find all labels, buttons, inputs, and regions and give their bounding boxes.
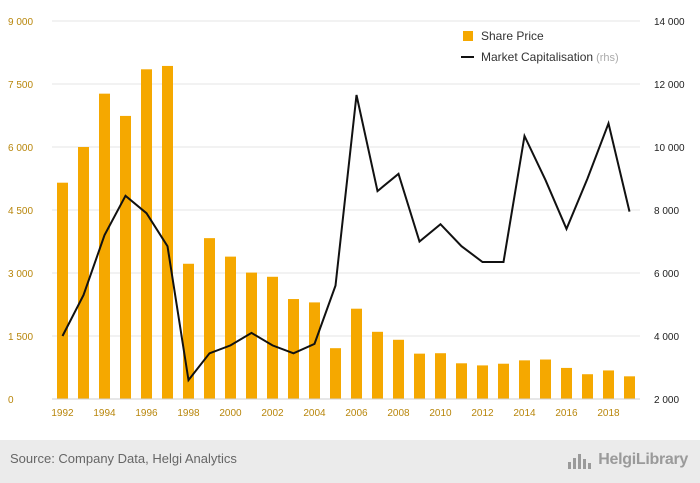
bar-share-price-2007 — [372, 331, 383, 399]
bar-share-price-1992 — [57, 182, 68, 399]
x-tick-label: 2014 — [513, 408, 536, 419]
y-right-tick-label: 4 000 — [654, 332, 679, 343]
bar-share-price-2004 — [309, 302, 320, 399]
x-tick-label: 2006 — [345, 408, 368, 419]
bar-share-price-2013 — [498, 363, 509, 399]
helgi-logo-icon — [568, 454, 592, 469]
bar-share-price-1995 — [120, 115, 131, 400]
y-left-tick-label: 7 500 — [8, 80, 33, 91]
bar-share-price-2016 — [561, 367, 572, 399]
legend-swatch-share-price — [463, 31, 473, 41]
bar-share-price-2018 — [603, 370, 614, 399]
legend-label-market-cap: Market Capitalisation (rhs) — [481, 50, 619, 64]
bar-share-price-2006 — [351, 308, 362, 399]
y-right-tick-label: 2 000 — [654, 395, 679, 406]
bar-share-price-1999 — [204, 238, 215, 399]
bar-share-price-2005 — [330, 348, 341, 399]
x-tick-label: 1998 — [177, 408, 200, 419]
bar-share-price-2014 — [519, 360, 530, 399]
footer: Source: Company Data, Helgi Analytics He… — [0, 440, 700, 483]
brand-name: HelgiLibrary — [598, 451, 688, 468]
x-tick-label: 2018 — [597, 408, 620, 419]
y-right-tick-label: 8 000 — [654, 206, 679, 217]
bar-share-price-2017 — [582, 374, 593, 399]
y-left-tick-label: 6 000 — [8, 143, 33, 154]
y-left-tick-label: 1 500 — [8, 332, 33, 343]
y-left-tick-label: 0 — [8, 395, 14, 406]
x-tick-label: 2016 — [555, 408, 578, 419]
y-left-tick-label: 4 500 — [8, 206, 33, 217]
chart-area: 0 1 500 3 000 4 500 6 000 7 500 9 000 2 000 4 00… — [0, 0, 700, 440]
bar-share-price-2000 — [225, 256, 236, 399]
bar-share-price-1998 — [183, 263, 194, 399]
brand-logo: HelgiLibrary — [566, 450, 688, 470]
bar-share-price-2009 — [414, 353, 425, 399]
source-note: Source: Company Data, Helgi Analytics — [10, 451, 237, 466]
bar-share-price-1996 — [141, 69, 152, 400]
legend-label-share-price: Share Price — [481, 29, 544, 43]
y-left-tick-label: 3 000 — [8, 269, 33, 280]
bar-share-price-2001 — [246, 272, 257, 399]
x-tick-label: 2004 — [303, 408, 326, 419]
y-right-tick-label: 12 000 — [654, 80, 685, 91]
combo-chart: 0 1 500 3 000 4 500 6 000 7 500 9 000 2 000 4 00… — [8, 17, 685, 419]
y-right-tick-label: 10 000 — [654, 143, 685, 154]
y-left-tick-label: 9 000 — [8, 17, 33, 28]
bar-share-price-1994 — [99, 93, 110, 399]
bar-share-price-2003 — [288, 299, 299, 399]
bar-share-price-2011 — [456, 363, 467, 399]
x-tick-label: 2010 — [429, 408, 452, 419]
x-tick-label: 1992 — [51, 408, 74, 419]
x-tick-label: 2012 — [471, 408, 494, 419]
bar-share-price-1993 — [78, 147, 89, 399]
y-right-tick-label: 6 000 — [654, 269, 679, 280]
legend: Share Price Market Capitalisation (rhs) — [461, 29, 619, 64]
x-tick-label: 2008 — [387, 408, 410, 419]
bar-share-price-2002 — [267, 276, 278, 399]
line-market-capitalisation — [61, 94, 631, 383]
x-tick-label: 1994 — [93, 408, 116, 419]
x-tick-label: 1996 — [135, 408, 158, 419]
bar-share-price-2008 — [393, 339, 404, 399]
x-tick-label: 2000 — [219, 408, 242, 419]
bar-share-price-2010 — [435, 353, 446, 399]
bar-share-price-2012 — [477, 365, 488, 399]
y-right-tick-label: 14 000 — [654, 17, 685, 28]
bar-share-price-2019 — [624, 376, 635, 399]
bar-share-price-2015 — [540, 359, 551, 399]
x-tick-label: 2002 — [261, 408, 284, 419]
bar-share-price-1997 — [162, 65, 173, 399]
